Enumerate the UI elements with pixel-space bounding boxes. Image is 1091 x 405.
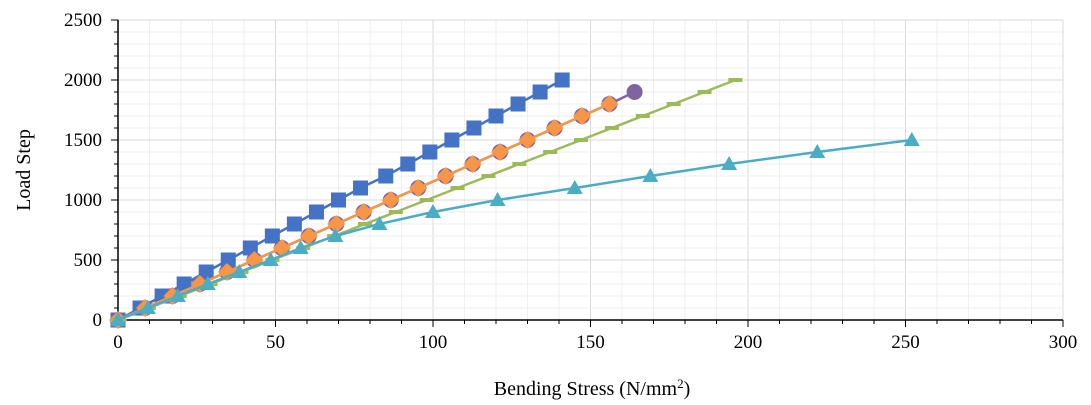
- data-point: [264, 228, 280, 244]
- data-point: [721, 156, 738, 170]
- data-point: [518, 131, 537, 149]
- x-axis-title: Bending Stress (N/mm2): [494, 376, 691, 400]
- data-point: [436, 167, 455, 185]
- data-point: [331, 192, 346, 208]
- data-point: [463, 155, 482, 173]
- data-point: [554, 72, 570, 88]
- data-point: [543, 150, 558, 154]
- x-tick-label: 250: [891, 332, 920, 353]
- data-point: [532, 84, 548, 100]
- y-tick-label: 2000: [64, 70, 102, 91]
- data-point: [666, 102, 681, 106]
- y-tick-label: 0: [93, 310, 103, 331]
- data-point: [220, 252, 236, 268]
- x-tick-label: 100: [419, 332, 448, 353]
- data-point: [635, 114, 650, 118]
- data-point: [444, 132, 460, 148]
- data-point: [488, 108, 504, 124]
- data-point: [169, 288, 186, 302]
- data-point: [604, 126, 619, 130]
- data-point: [388, 210, 403, 214]
- data-point: [286, 216, 302, 232]
- data-point: [481, 174, 496, 178]
- data-point: [489, 192, 506, 206]
- plot-frame: [111, 19, 1064, 327]
- data-point: [110, 312, 126, 326]
- data-point: [626, 84, 643, 100]
- data-point: [381, 191, 400, 209]
- data-point: [327, 215, 346, 233]
- data-point: [697, 90, 712, 94]
- y-tick-label: 1500: [64, 130, 102, 151]
- y-axis-title: Load Step: [13, 129, 35, 211]
- data-point: [422, 144, 438, 160]
- data-point: [572, 107, 591, 125]
- series-5: [110, 132, 920, 326]
- data-point: [903, 132, 920, 146]
- data-point: [231, 264, 248, 278]
- y-tick-label: 500: [74, 250, 103, 271]
- data-point: [198, 264, 214, 280]
- data-point: [139, 300, 156, 314]
- data-point: [545, 119, 564, 137]
- x-tick-label: 150: [576, 332, 605, 353]
- data-point: [400, 156, 416, 172]
- x-tick-label: 50: [266, 332, 285, 353]
- data-point: [327, 228, 344, 242]
- data-point: [354, 203, 373, 221]
- data-point: [425, 204, 441, 218]
- data-point: [466, 120, 482, 136]
- data-point: [728, 78, 743, 82]
- data-point: [642, 168, 659, 182]
- y-tick-label: 1000: [64, 190, 102, 211]
- data-point: [357, 222, 372, 226]
- data-point: [809, 144, 826, 158]
- x-tick-label: 200: [734, 332, 763, 353]
- data-point: [409, 179, 428, 197]
- data-point: [510, 96, 526, 112]
- data-point: [299, 227, 318, 245]
- data-point: [512, 162, 527, 166]
- x-tick-label: 300: [1049, 332, 1078, 353]
- x-tick-label: 0: [113, 332, 123, 353]
- data-point: [491, 143, 510, 161]
- data-point: [371, 216, 388, 230]
- data-point: [353, 180, 369, 196]
- data-point: [600, 95, 619, 113]
- data-point: [566, 180, 583, 194]
- data-point: [199, 276, 216, 290]
- grid: [118, 20, 1063, 320]
- series-line: [117, 138, 912, 322]
- y-tick-label: 2500: [64, 10, 102, 31]
- y-tick-labels: 0 500 1000 1500 2000 2500: [64, 10, 102, 331]
- data-point: [176, 276, 192, 292]
- data-point: [419, 198, 434, 202]
- x-tick-labels: 0 50 100 150 200 250 300: [113, 332, 1077, 353]
- data-point: [450, 186, 465, 190]
- data-point: [574, 138, 589, 142]
- series-layer: [109, 72, 920, 329]
- data-point: [308, 204, 324, 220]
- data-point: [292, 240, 309, 254]
- data-point: [378, 168, 394, 184]
- data-point: [262, 252, 279, 266]
